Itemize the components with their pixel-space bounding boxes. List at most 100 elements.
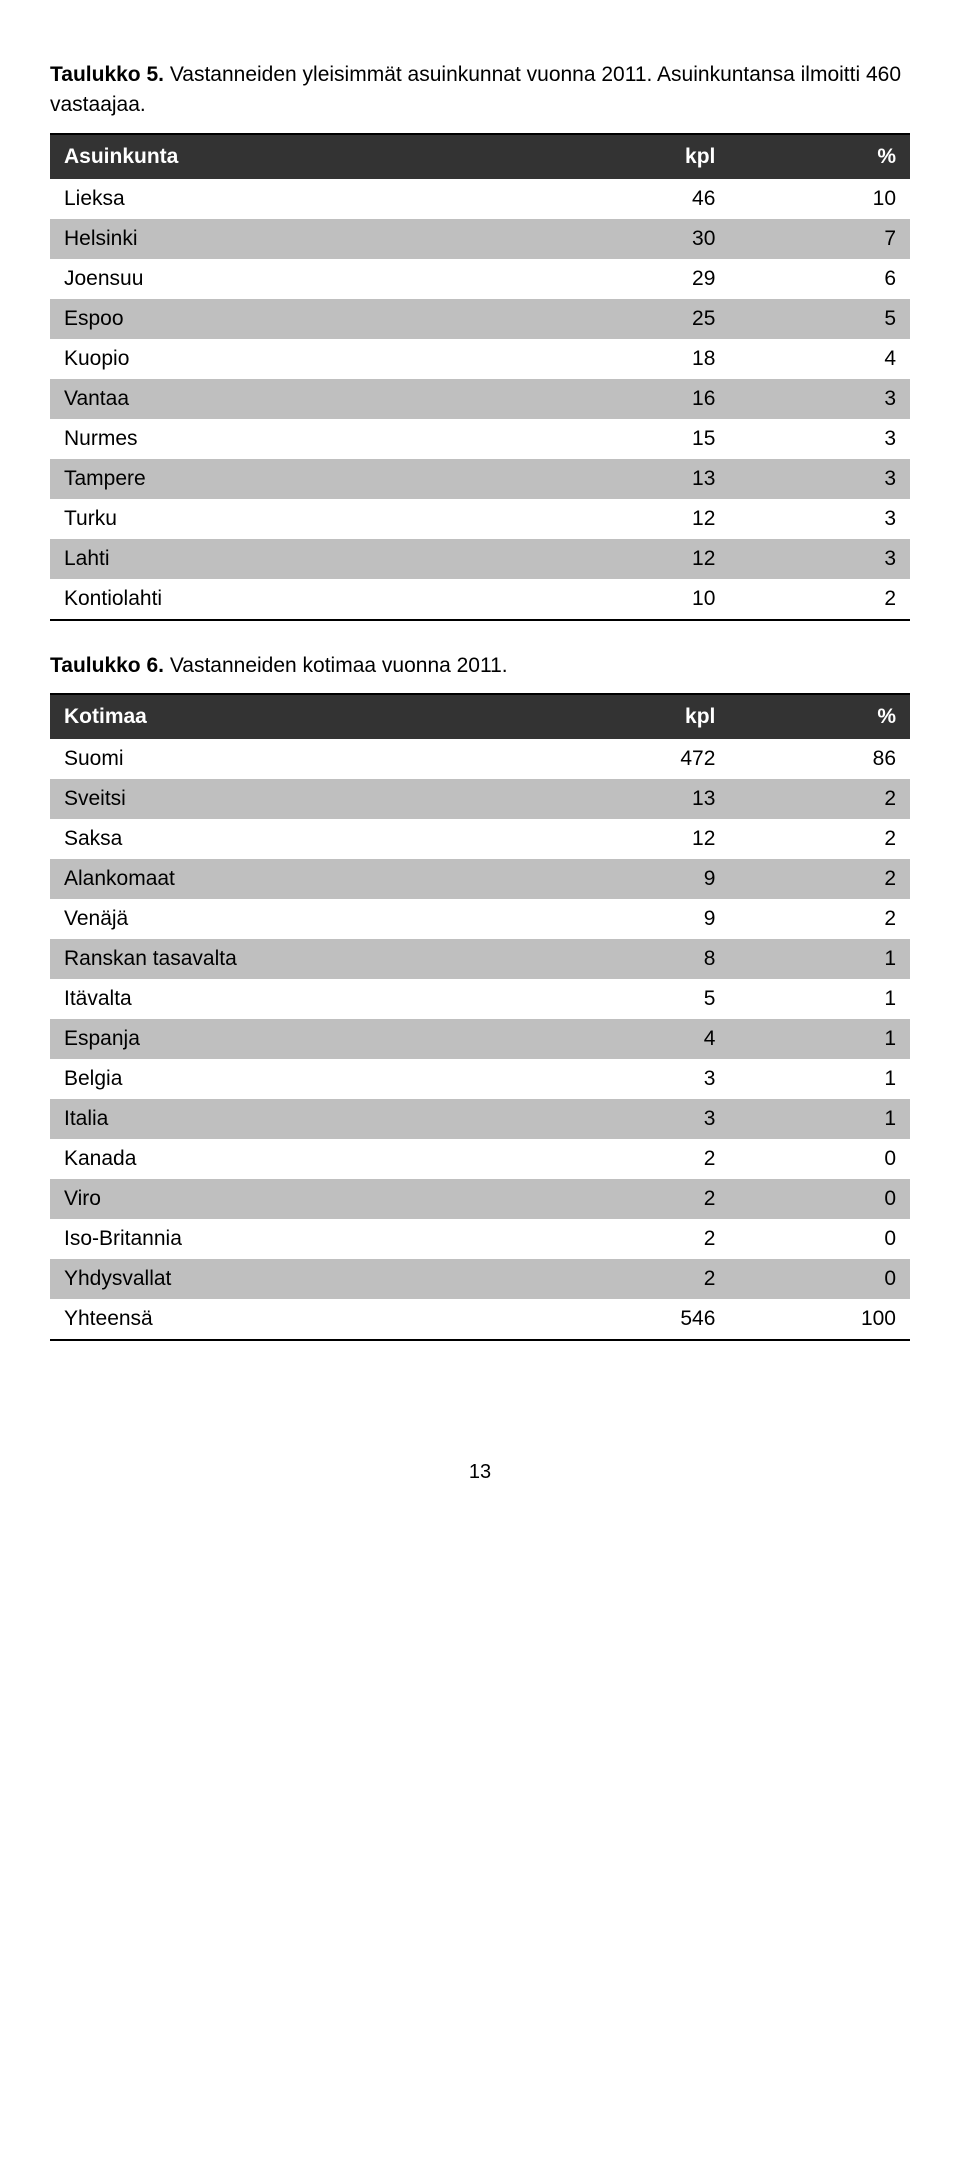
cell-kpl: 18 (549, 339, 730, 379)
table-row: Helsinki307 (50, 219, 910, 259)
cell-label: Nurmes (50, 419, 549, 459)
table-row: Yhteensä546100 (50, 1299, 910, 1340)
table-row: Alankomaat92 (50, 859, 910, 899)
cell-kpl: 46 (549, 179, 730, 219)
table2-header-row: Kotimaa kpl % (50, 694, 910, 739)
cell-kpl: 4 (549, 1019, 730, 1059)
cell-kpl: 472 (549, 739, 730, 779)
cell-kpl: 30 (549, 219, 730, 259)
table-row: Ranskan tasavalta81 (50, 939, 910, 979)
cell-kpl: 3 (549, 1099, 730, 1139)
cell-kpl: 9 (549, 859, 730, 899)
cell-label: Espanja (50, 1019, 549, 1059)
cell-label: Italia (50, 1099, 549, 1139)
table-row: Suomi47286 (50, 739, 910, 779)
table-row: Lieksa4610 (50, 179, 910, 219)
page-number: 13 (50, 1461, 910, 1484)
cell-kpl: 546 (549, 1299, 730, 1340)
cell-kpl: 9 (549, 899, 730, 939)
table1-caption: Taulukko 5. Vastanneiden yleisimmät asui… (50, 60, 910, 121)
cell-label: Kontiolahti (50, 579, 549, 620)
cell-label: Joensuu (50, 259, 549, 299)
table-row: Espanja41 (50, 1019, 910, 1059)
cell-kpl: 13 (549, 459, 730, 499)
cell-pct: 1 (729, 1099, 910, 1139)
cell-pct: 100 (729, 1299, 910, 1340)
cell-pct: 2 (729, 899, 910, 939)
cell-label: Kuopio (50, 339, 549, 379)
cell-pct: 1 (729, 1019, 910, 1059)
cell-kpl: 15 (549, 419, 730, 459)
cell-kpl: 3 (549, 1059, 730, 1099)
table-row: Italia31 (50, 1099, 910, 1139)
table1-header-c2: % (729, 134, 910, 179)
table-row: Itävalta51 (50, 979, 910, 1019)
cell-kpl: 25 (549, 299, 730, 339)
cell-label: Lieksa (50, 179, 549, 219)
cell-kpl: 5 (549, 979, 730, 1019)
cell-label: Suomi (50, 739, 549, 779)
cell-label: Vantaa (50, 379, 549, 419)
table-row: Viro20 (50, 1179, 910, 1219)
cell-label: Itävalta (50, 979, 549, 1019)
table-row: Iso-Britannia20 (50, 1219, 910, 1259)
table-row: Espoo255 (50, 299, 910, 339)
cell-pct: 2 (729, 779, 910, 819)
table-row: Belgia31 (50, 1059, 910, 1099)
cell-pct: 1 (729, 979, 910, 1019)
cell-pct: 3 (729, 539, 910, 579)
cell-label: Lahti (50, 539, 549, 579)
cell-pct: 3 (729, 419, 910, 459)
cell-label: Yhdysvallat (50, 1259, 549, 1299)
table-row: Sveitsi132 (50, 779, 910, 819)
table2-header-c0: Kotimaa (50, 694, 549, 739)
cell-pct: 3 (729, 459, 910, 499)
cell-pct: 2 (729, 579, 910, 620)
cell-pct: 3 (729, 379, 910, 419)
cell-label: Venäjä (50, 899, 549, 939)
cell-kpl: 12 (549, 499, 730, 539)
table-row: Tampere133 (50, 459, 910, 499)
cell-pct: 7 (729, 219, 910, 259)
cell-pct: 6 (729, 259, 910, 299)
table2-caption: Taulukko 6. Vastanneiden kotimaa vuonna … (50, 651, 910, 681)
cell-kpl: 12 (549, 539, 730, 579)
table-row: Lahti123 (50, 539, 910, 579)
cell-pct: 0 (729, 1139, 910, 1179)
table-row: Venäjä92 (50, 899, 910, 939)
cell-kpl: 10 (549, 579, 730, 620)
cell-label: Espoo (50, 299, 549, 339)
table-row: Nurmes153 (50, 419, 910, 459)
table-kotimaa: Kotimaa kpl % Suomi47286Sveitsi132Saksa1… (50, 693, 910, 1341)
cell-label: Turku (50, 499, 549, 539)
table-row: Kuopio184 (50, 339, 910, 379)
cell-label: Saksa (50, 819, 549, 859)
cell-pct: 2 (729, 859, 910, 899)
cell-pct: 3 (729, 499, 910, 539)
table1-body: Lieksa4610Helsinki307Joensuu296Espoo255K… (50, 179, 910, 620)
table-row: Kanada20 (50, 1139, 910, 1179)
cell-pct: 4 (729, 339, 910, 379)
cell-label: Ranskan tasavalta (50, 939, 549, 979)
table2-header-c2: % (729, 694, 910, 739)
table2-caption-prefix: Taulukko 6. (50, 654, 164, 677)
cell-kpl: 2 (549, 1139, 730, 1179)
table1-caption-rest: Vastanneiden yleisimmät asuinkunnat vuon… (50, 63, 901, 116)
cell-pct: 0 (729, 1179, 910, 1219)
cell-pct: 0 (729, 1219, 910, 1259)
cell-kpl: 12 (549, 819, 730, 859)
cell-kpl: 2 (549, 1259, 730, 1299)
cell-pct: 10 (729, 179, 910, 219)
table-row: Yhdysvallat20 (50, 1259, 910, 1299)
table2-header-c1: kpl (549, 694, 730, 739)
cell-kpl: 2 (549, 1219, 730, 1259)
table1-caption-prefix: Taulukko 5. (50, 63, 164, 86)
cell-kpl: 8 (549, 939, 730, 979)
cell-label: Viro (50, 1179, 549, 1219)
cell-pct: 5 (729, 299, 910, 339)
cell-label: Tampere (50, 459, 549, 499)
cell-label: Iso-Britannia (50, 1219, 549, 1259)
cell-kpl: 16 (549, 379, 730, 419)
table1-header-row: Asuinkunta kpl % (50, 134, 910, 179)
table-row: Turku123 (50, 499, 910, 539)
